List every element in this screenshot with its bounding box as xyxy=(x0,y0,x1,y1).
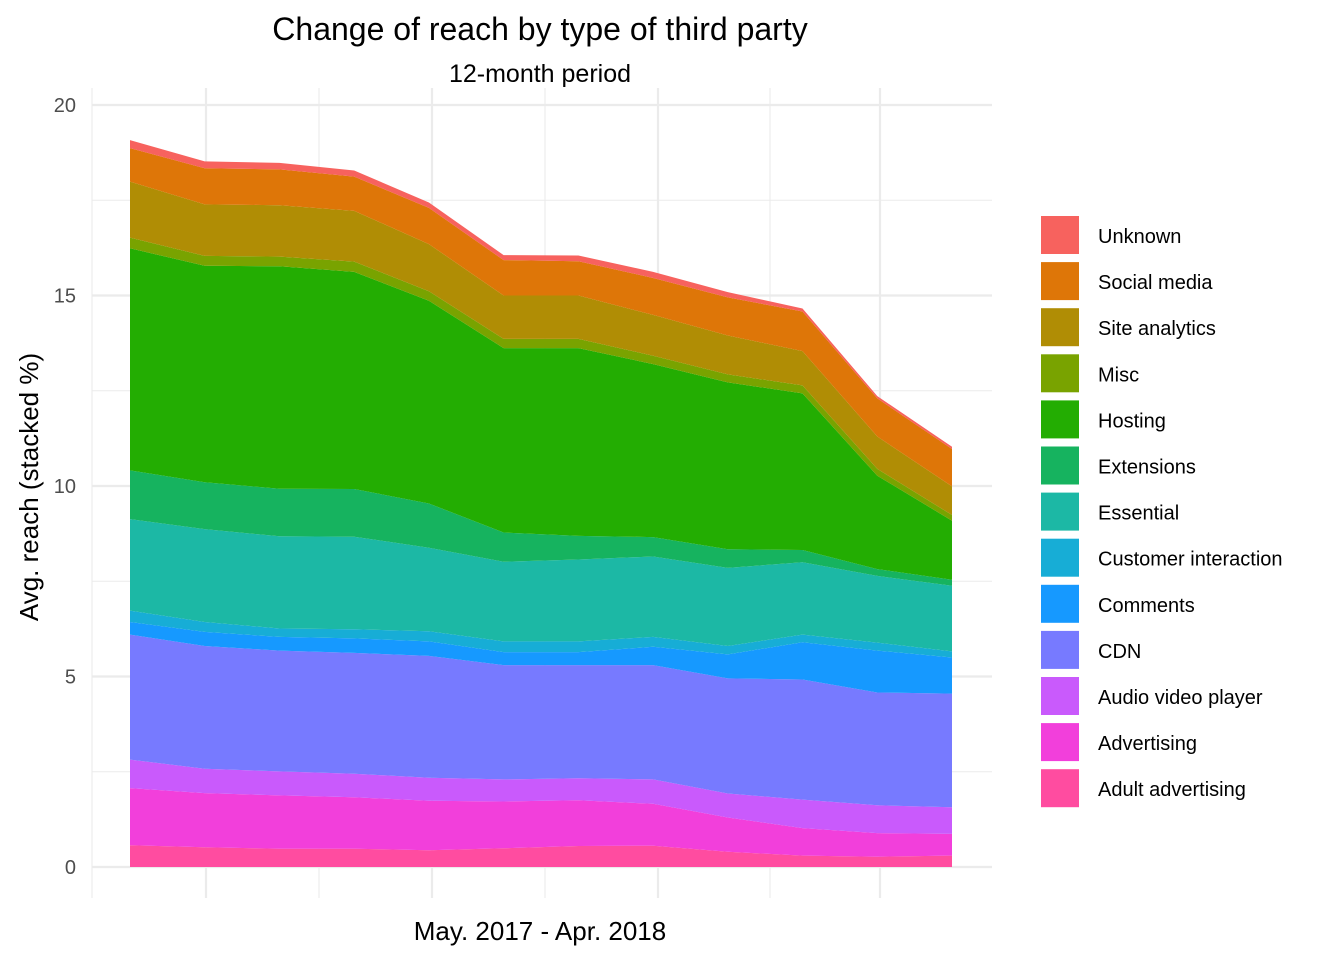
area-audio-video-player xyxy=(130,759,952,834)
legend-swatch-extensions xyxy=(1041,446,1079,485)
area-extensions xyxy=(130,470,952,586)
legend-swatch-adult-advertising xyxy=(1041,769,1079,808)
area-advertising xyxy=(130,788,952,857)
area-cdn xyxy=(130,634,952,808)
chart-title: Change of reach by type of third party xyxy=(272,11,807,47)
legend-swatch-site-analytics xyxy=(1041,308,1079,347)
area-customer-interaction xyxy=(130,610,952,658)
legend-swatch-audio-video-player xyxy=(1041,677,1079,715)
y-tick-label: 5 xyxy=(65,667,76,689)
legend-swatch-essential xyxy=(1041,492,1079,531)
legend-swatch-cdn xyxy=(1041,630,1079,669)
legend-label-essential: Essential xyxy=(1098,503,1179,525)
area-series xyxy=(130,140,952,867)
legend-label-extensions: Extensions xyxy=(1098,457,1196,479)
area-essential xyxy=(130,519,952,652)
legend-label-customer-interaction: Customer interaction xyxy=(1098,549,1283,571)
x-axis-title: May. 2017 - Apr. 2018 xyxy=(414,916,666,946)
y-tick-label: 10 xyxy=(54,476,76,498)
y-tick-label: 0 xyxy=(65,857,76,879)
legend-label-cdn: CDN xyxy=(1098,641,1141,663)
area-adult-advertising xyxy=(130,845,952,867)
legend-swatch-misc xyxy=(1041,354,1079,393)
chart-subtitle: 12-month period xyxy=(449,60,631,88)
area-hosting xyxy=(130,248,952,580)
legend-label-social-media: Social media xyxy=(1098,272,1213,294)
legend-label-advertising: Advertising xyxy=(1098,733,1197,755)
legend-label-audio-video-player: Audio video player xyxy=(1098,687,1263,709)
legend-swatch-social-media xyxy=(1041,262,1079,301)
legend-label-comments: Comments xyxy=(1098,595,1195,617)
legend: Unknown Social media Site analytics Misc Hos… xyxy=(1041,216,1283,808)
legend-label-hosting: Hosting xyxy=(1098,410,1166,432)
legend-label-adult-advertising: Adult advertising xyxy=(1098,779,1246,801)
legend-swatch-customer-interaction xyxy=(1041,538,1079,577)
area-site-analytics xyxy=(130,181,952,515)
area-comments xyxy=(130,622,952,694)
legend-swatch-comments xyxy=(1041,584,1079,623)
y-axis-title: Avg. reach (stacked %) xyxy=(14,353,44,621)
legend-label-misc: Misc xyxy=(1098,364,1139,386)
y-axis-ticks: 0 5 10 15 20 xyxy=(54,95,76,879)
legend-label-unknown: Unknown xyxy=(1098,226,1181,248)
y-tick-label: 15 xyxy=(54,286,76,308)
legend-swatch-unknown xyxy=(1041,216,1079,254)
legend-swatch-hosting xyxy=(1041,400,1079,439)
area-social-media xyxy=(130,148,952,487)
legend-label-site-analytics: Site analytics xyxy=(1098,318,1216,340)
y-tick-label: 20 xyxy=(54,95,76,117)
legend-swatch-advertising xyxy=(1041,723,1079,762)
